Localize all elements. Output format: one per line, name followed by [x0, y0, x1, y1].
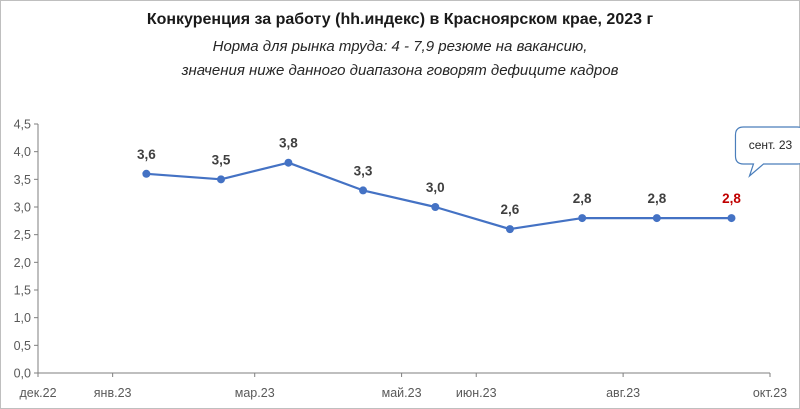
data-point: [727, 214, 736, 223]
x-tick-label: авг.23: [606, 386, 640, 400]
y-tick-label: 4,5: [14, 118, 31, 132]
y-tick-label: 0,5: [14, 339, 31, 353]
axes: 0,0 0,5 1,0 1,5 2,0 2,5 3,0 3,5 4,0 4,5 дек.22 янв.…: [14, 118, 788, 401]
series-line: 3,6 3,5 3,8 3,3 3,0 2,6 2,8 2,8 2,8: [137, 136, 741, 234]
y-tick-label: 2,0: [14, 256, 31, 270]
series-path: [146, 161, 732, 231]
x-tick-label: окт.23: [753, 386, 787, 400]
y-tick-label: 2,5: [14, 228, 31, 242]
data-label: 2,8: [647, 191, 666, 206]
y-tick-label: 3,0: [14, 201, 31, 215]
data-point: [578, 214, 587, 223]
data-label: 2,8: [722, 191, 741, 206]
data-label: 3,8: [279, 136, 298, 151]
data-point: [359, 186, 368, 195]
chart-subtitle-line-2: значения ниже данного диапазона говорят …: [181, 62, 619, 79]
data-point: [217, 175, 225, 184]
y-tick-label: 1,5: [14, 284, 31, 298]
x-tick-label: дек.22: [19, 386, 56, 400]
x-tick-label: мар.23: [235, 386, 275, 400]
data-point: [652, 214, 661, 223]
data-point: [142, 169, 151, 178]
y-tick-label: 1,0: [14, 311, 31, 325]
callout-bubble: [734, 126, 800, 178]
y-tick-label: 0,0: [14, 367, 31, 381]
data-label: 2,6: [501, 202, 520, 217]
data-label: 3,0: [426, 180, 445, 195]
data-label: 3,6: [137, 147, 156, 162]
x-tick-label: июн.23: [456, 386, 497, 400]
chart-subtitle-line-1: Норма для рынка труда: 4 - 7,9 резюме на…: [212, 38, 588, 55]
data-label: 3,5: [212, 152, 231, 167]
data-label: 2,8: [573, 191, 592, 206]
x-tick-label: янв.23: [94, 386, 132, 400]
y-tick-label: 3,5: [14, 173, 31, 187]
y-tick-label: 4,0: [14, 145, 31, 159]
x-tick-label: май.23: [382, 386, 422, 400]
callout-label: сент. 23: [749, 138, 793, 152]
data-point: [284, 158, 293, 167]
data-label: 3,3: [354, 163, 373, 178]
data-point: [431, 203, 440, 211]
data-point: [505, 225, 514, 234]
callout: сент. 23: [734, 126, 800, 178]
chart-title: Конкуренция за работу (hh.индекс) в Крас…: [146, 11, 654, 28]
